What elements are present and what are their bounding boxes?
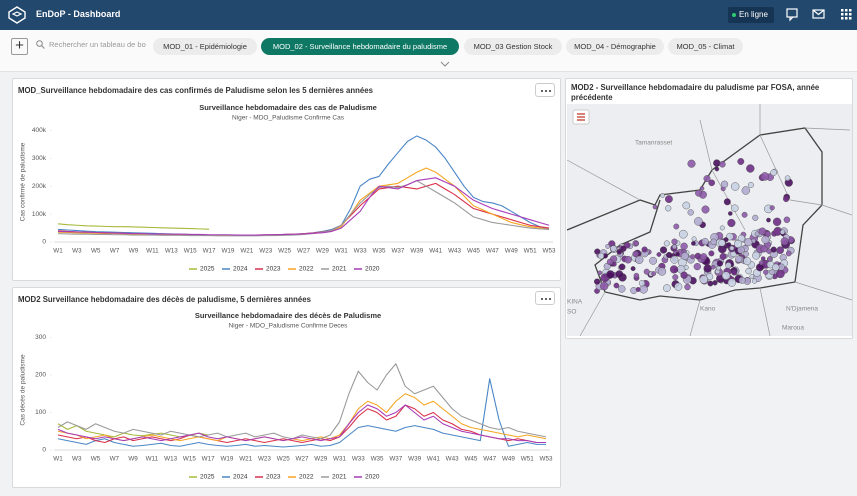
chat-icon[interactable] xyxy=(786,8,798,22)
panel-cases: MOD_Surveillance hebdomadaire des cas co… xyxy=(12,78,561,281)
tab[interactable]: MOD_04 - Démographie xyxy=(566,38,664,55)
status-text: En ligne xyxy=(739,10,768,19)
app-title: EnDoP - Dashboard xyxy=(36,9,121,19)
search-input[interactable]: Rechercher un tableau de bo xyxy=(49,40,146,49)
status-badge[interactable]: En ligne xyxy=(728,7,774,23)
more-button[interactable] xyxy=(535,83,555,97)
tab-active[interactable]: MOD_02 - Surveillance hebdomadaire du pa… xyxy=(261,38,459,55)
add-button[interactable]: + xyxy=(11,38,28,55)
more-button[interactable] xyxy=(535,291,555,305)
search-icon xyxy=(36,40,45,49)
mail-icon[interactable] xyxy=(812,9,825,19)
tab-bar: + Rechercher un tableau de bo MOD_01 - E… xyxy=(0,30,857,72)
panel-title: MOD2 Surveillance hebdomadaire des décès… xyxy=(18,295,311,304)
tab[interactable]: MOD_05 - Climat xyxy=(668,38,743,55)
top-bar: EnDoP - Dashboard En ligne xyxy=(0,0,857,30)
panel-map: MOD2 - Surveillance hebdomadaire du palu… xyxy=(565,78,853,339)
dots-icon xyxy=(541,298,551,300)
panel-deaths: MOD2 Surveillance hebdomadaire des décès… xyxy=(12,287,561,488)
status-dot xyxy=(732,13,736,17)
panel-title: MOD2 - Surveillance hebdomadaire du palu… xyxy=(571,83,820,102)
panel-title: MOD_Surveillance hebdomadaire des cas co… xyxy=(18,86,373,95)
logo[interactable] xyxy=(8,6,26,24)
header-icons xyxy=(786,8,852,22)
tab[interactable]: MOD_03 Gestion Stock xyxy=(464,38,562,55)
collapse-chevron[interactable] xyxy=(440,61,450,67)
tab[interactable]: MOD_01 - Epidémiologie xyxy=(153,38,257,55)
apps-icon[interactable] xyxy=(841,9,852,20)
dots-icon xyxy=(541,90,551,92)
